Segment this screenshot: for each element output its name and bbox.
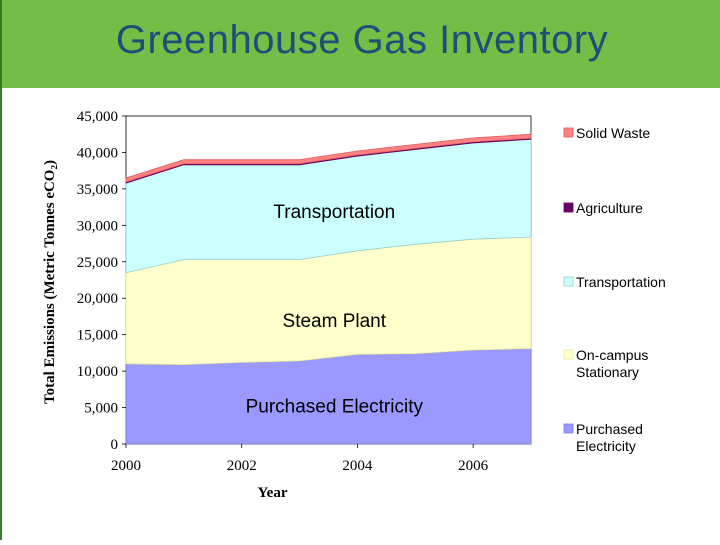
legend-item-transportation: Transportation xyxy=(563,274,666,290)
legend-label: Stationary xyxy=(576,364,639,380)
legend-label: Transportation xyxy=(576,274,666,290)
x-tick-label: 2004 xyxy=(342,458,373,474)
annotation-transportation: Transportation xyxy=(273,202,395,223)
legend-label: Agriculture xyxy=(576,200,643,216)
y-tick-label: 20,000 xyxy=(77,291,118,307)
y-tick-label: 45,000 xyxy=(77,109,118,125)
legend-swatch xyxy=(563,276,574,287)
x-tick-label: 2000 xyxy=(111,458,141,474)
emissions-stacked-area-chart: 0 5,000 10,000 15,000 20,000 25,000 30,000 35,0… xyxy=(2,88,720,540)
legend-item-agriculture: Agriculture xyxy=(563,200,643,216)
legend-swatch xyxy=(563,349,574,360)
x-tick-label: 2006 xyxy=(458,458,489,474)
title-bar: Greenhouse Gas Inventory xyxy=(2,0,720,88)
legend-label: Purchased xyxy=(576,421,643,437)
slide-title: Greenhouse Gas Inventory xyxy=(115,18,609,62)
x-tick-label: 2002 xyxy=(227,458,257,474)
area-solid-waste xyxy=(125,133,532,183)
chart-area: 0 5,000 10,000 15,000 20,000 25,000 30,000 35,0… xyxy=(2,88,720,540)
y-tick-label: 15,000 xyxy=(77,328,118,344)
y-tick-label: 0 xyxy=(111,437,119,453)
y-tick-label: 40,000 xyxy=(77,145,118,161)
annotation-steam-plant: Steam Plant xyxy=(283,311,387,332)
y-axis-title: Total Emissions (Metric Tonnes eCO₂) xyxy=(42,160,58,404)
legend-label: Electricity xyxy=(576,438,636,454)
y-tick-label: 5,000 xyxy=(84,401,118,417)
x-axis-title: Year xyxy=(258,485,288,501)
legend-label: On-campus xyxy=(576,347,648,363)
legend-item-solid-waste: Solid Waste xyxy=(563,125,650,141)
y-tick-label: 10,000 xyxy=(77,364,118,380)
y-tick-label: 35,000 xyxy=(77,182,118,198)
legend-swatch xyxy=(563,423,574,434)
legend-label: Solid Waste xyxy=(576,125,650,141)
y-tick-label: 30,000 xyxy=(77,218,118,234)
y-tick-label: 25,000 xyxy=(77,255,118,271)
legend-swatch xyxy=(563,202,574,213)
legend-swatch xyxy=(563,127,574,138)
annotation-purchased-electricity: Purchased Electricity xyxy=(246,396,424,417)
